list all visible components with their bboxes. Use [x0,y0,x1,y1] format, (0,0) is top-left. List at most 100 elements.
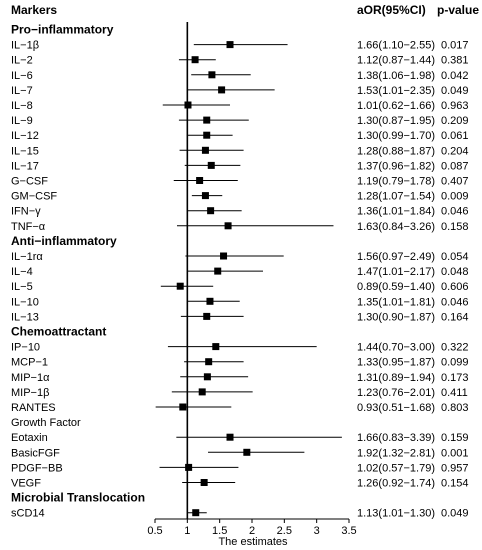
point-estimate [207,207,215,215]
forest-row: Eotaxin 1.66(0.83−3.39) 0.159 [11,432,469,444]
forest-row: IL−1β 1.66(1.10−2.55) 0.017 [11,40,469,52]
forest-row: IL−5 0.89(0.59−1.40) 0.606 [11,281,469,293]
p-value: 0.173 [441,372,469,384]
point-estimate [226,41,234,49]
aor-value: 1.33(0.95−1.87) [357,357,435,369]
header-p-value: p-value [437,3,479,17]
p-value: 0.046 [441,206,469,218]
forest-row: MCP−1 1.33(0.95−1.87) 0.099 [11,357,469,369]
marker-label: Eotaxin [11,432,48,444]
point-estimate [208,71,216,79]
aor-value: 1.44(0.70−3.00) [357,342,435,354]
point-estimate [200,479,208,486]
p-value: 0.606 [441,281,469,293]
aor-value: 1.36(1.01−1.84) [357,206,435,218]
point-estimate [201,192,209,200]
p-value: 0.042 [441,70,469,82]
point-estimate [192,509,200,517]
group-label: Anti−inflammatory [11,234,117,248]
group-label: Chemoattractant [11,325,106,339]
group-row: Chemoattractant [11,325,106,339]
aor-value: 1.28(0.88−1.87) [357,145,435,157]
marker-label: Growth Factor [11,417,81,429]
p-value: 0.963 [441,100,469,112]
marker-label: IL−10 [11,296,39,308]
p-value: 0.054 [441,251,469,263]
p-value: 0.049 [441,508,469,520]
group-row: Anti−inflammatory [11,234,117,248]
header-markers: Markers [11,3,57,17]
marker-label: IL−1rα [11,251,43,263]
aor-value: 1.12(0.87−1.44) [357,55,435,67]
marker-label: VEGF [11,478,41,490]
aor-value: 1.01(0.62−1.66) [357,100,435,112]
point-estimate [196,177,204,184]
p-value: 0.381 [441,55,469,67]
x-tick-label: 0.5 [147,525,162,537]
forest-row: IL−7 1.53(1.01−2.35) 0.049 [11,85,469,97]
aor-value: 1.63(0.84−3.26) [357,221,435,233]
marker-label: sCD14 [11,508,45,520]
x-axis: 0.5 1 1.5 2 2.5 3 3.5 [147,518,357,537]
p-value: 0.087 [441,160,469,172]
forest-row: IL−12 1.30(0.99−1.70) 0.061 [11,130,469,142]
marker-label: IL−13 [11,311,39,323]
p-value: 0.322 [441,342,469,354]
forest-row: BasicFGF 1.92(1.32−2.81) 0.001 [11,447,469,459]
point-estimate [226,433,234,441]
point-estimate [218,86,226,94]
point-estimate [203,373,211,381]
point-estimate [212,343,220,351]
marker-label: MIP−1β [11,387,49,399]
forest-row: IL−1rα 1.56(0.97−2.49) 0.054 [11,251,469,263]
p-value: 0.957 [441,462,469,474]
marker-label: TNF−α [11,221,46,233]
point-estimate [207,161,215,169]
forest-row: RANTES 0.93(0.51−1.68) 0.803 [11,402,469,414]
p-value: 0.204 [441,145,469,157]
point-estimate [203,312,211,320]
forest-row: GM−CSF 1.28(1.07−1.54) 0.009 [11,191,469,203]
marker-label: IL−1β [11,40,39,52]
p-value: 0.009 [441,191,469,203]
aor-value: 1.38(1.06−1.98) [357,70,435,82]
aor-value: 1.47(1.01−2.17) [357,266,435,278]
forest-row: IL−13 1.30(0.90−1.87) 0.164 [11,311,469,323]
forest-row: VEGF 1.26(0.92−1.74) 0.154 [11,478,469,490]
point-estimate [184,101,192,109]
p-value: 0.159 [441,432,469,444]
group-row: Microbial Translocation [11,491,145,505]
forest-row: IL−4 1.47(1.01−2.17) 0.048 [11,266,469,278]
aor-value: 1.19(0.79−1.78) [357,176,435,188]
x-tick-label: 1 [184,525,190,537]
point-estimate [220,252,228,260]
group-label: Microbial Translocation [11,491,145,505]
marker-label: IP−10 [11,342,40,354]
p-value: 0.407 [441,176,469,188]
marker-label: PDGF−BB [11,462,63,474]
point-estimate [203,116,211,124]
forest-row: IL−8 1.01(0.62−1.66) 0.963 [11,100,469,112]
marker-label: IL−5 [11,281,33,293]
p-value: 0.803 [441,402,469,414]
marker-label: GM−CSF [11,191,57,203]
p-value: 0.099 [441,357,469,369]
p-value: 0.209 [441,115,469,127]
marker-label: IL−4 [11,266,33,278]
point-estimate [205,358,213,366]
x-tick-label: 3.5 [341,525,356,537]
marker-label: IL−6 [11,70,33,82]
aor-value: 1.66(1.10−2.55) [357,40,435,52]
p-value: 0.048 [441,266,469,278]
marker-label: MCP−1 [11,357,48,369]
forest-row: PDGF−BB 1.02(0.57−1.79) 0.957 [11,462,469,474]
point-estimate [191,56,199,64]
forest-row: IL−10 1.35(1.01−1.81) 0.046 [11,296,469,308]
marker-label: IL−17 [11,160,39,172]
aor-value: 1.23(0.76−2.01) [357,387,435,399]
aor-value: 1.66(0.83−3.39) [357,432,435,444]
point-estimate [198,388,206,396]
point-estimate [179,403,187,411]
aor-value: 1.92(1.32−2.81) [357,447,435,459]
